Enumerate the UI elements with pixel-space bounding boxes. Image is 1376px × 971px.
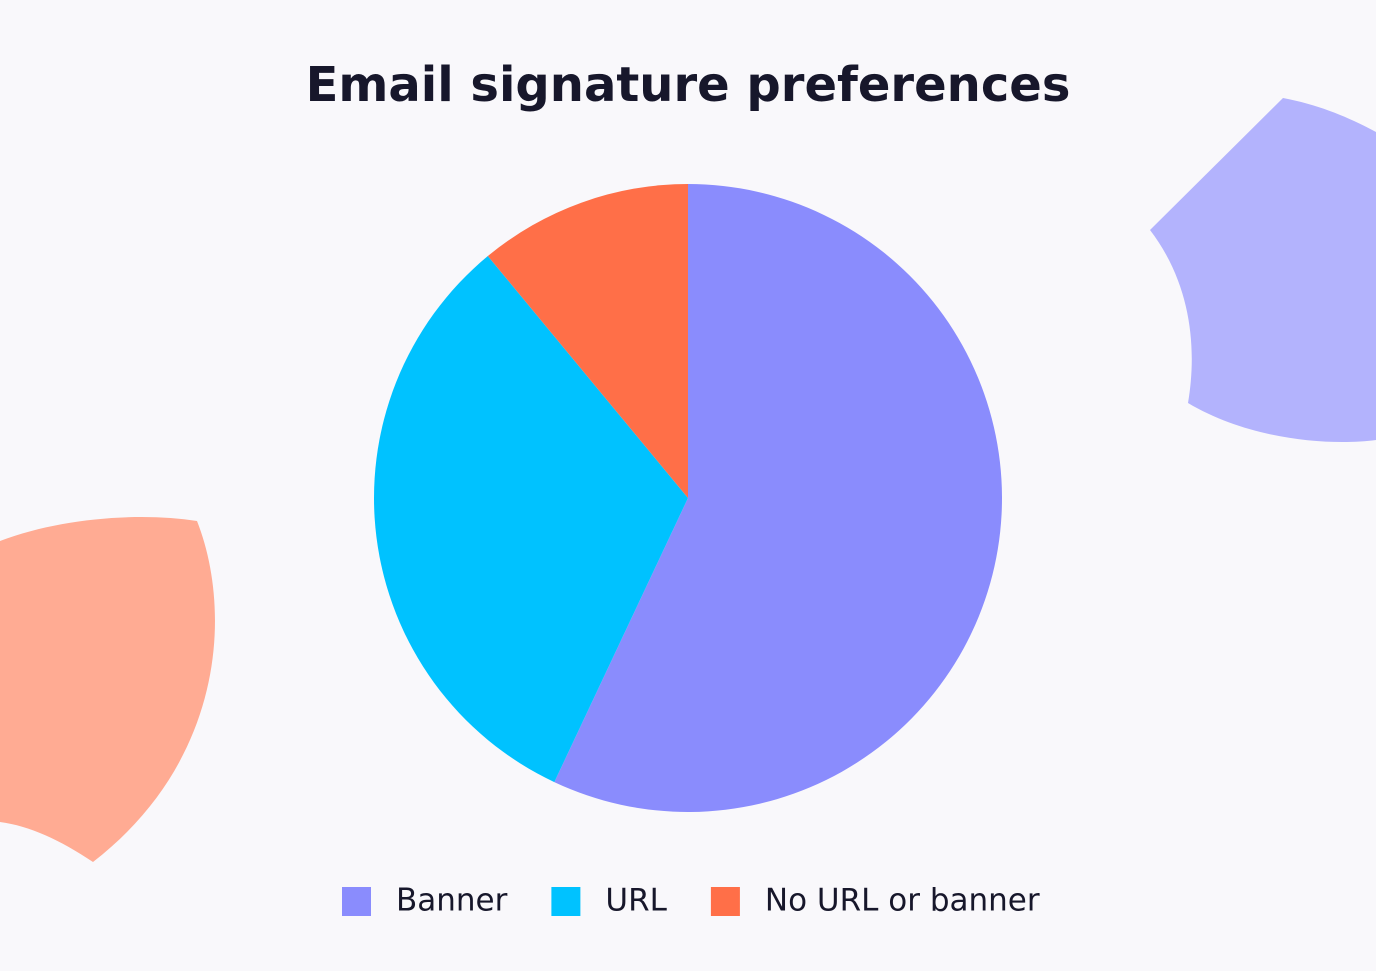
pie <box>373 184 1002 812</box>
legend-swatch <box>551 887 581 916</box>
legend-label: Banner <box>396 883 508 919</box>
pie-slice <box>554 184 1002 812</box>
pie-slice <box>487 184 688 498</box>
legend: Banner URL No URL or banner <box>342 883 1040 919</box>
legend-label: No URL or banner <box>765 883 1040 919</box>
legend-swatch <box>342 887 371 916</box>
legend-label: URL <box>605 883 667 919</box>
legend-swatch <box>710 887 740 916</box>
chart-title: Email signature preferences <box>306 57 1071 113</box>
decoration-left <box>0 517 215 862</box>
pie-slice <box>373 256 688 783</box>
decoration-right <box>1150 98 1376 443</box>
